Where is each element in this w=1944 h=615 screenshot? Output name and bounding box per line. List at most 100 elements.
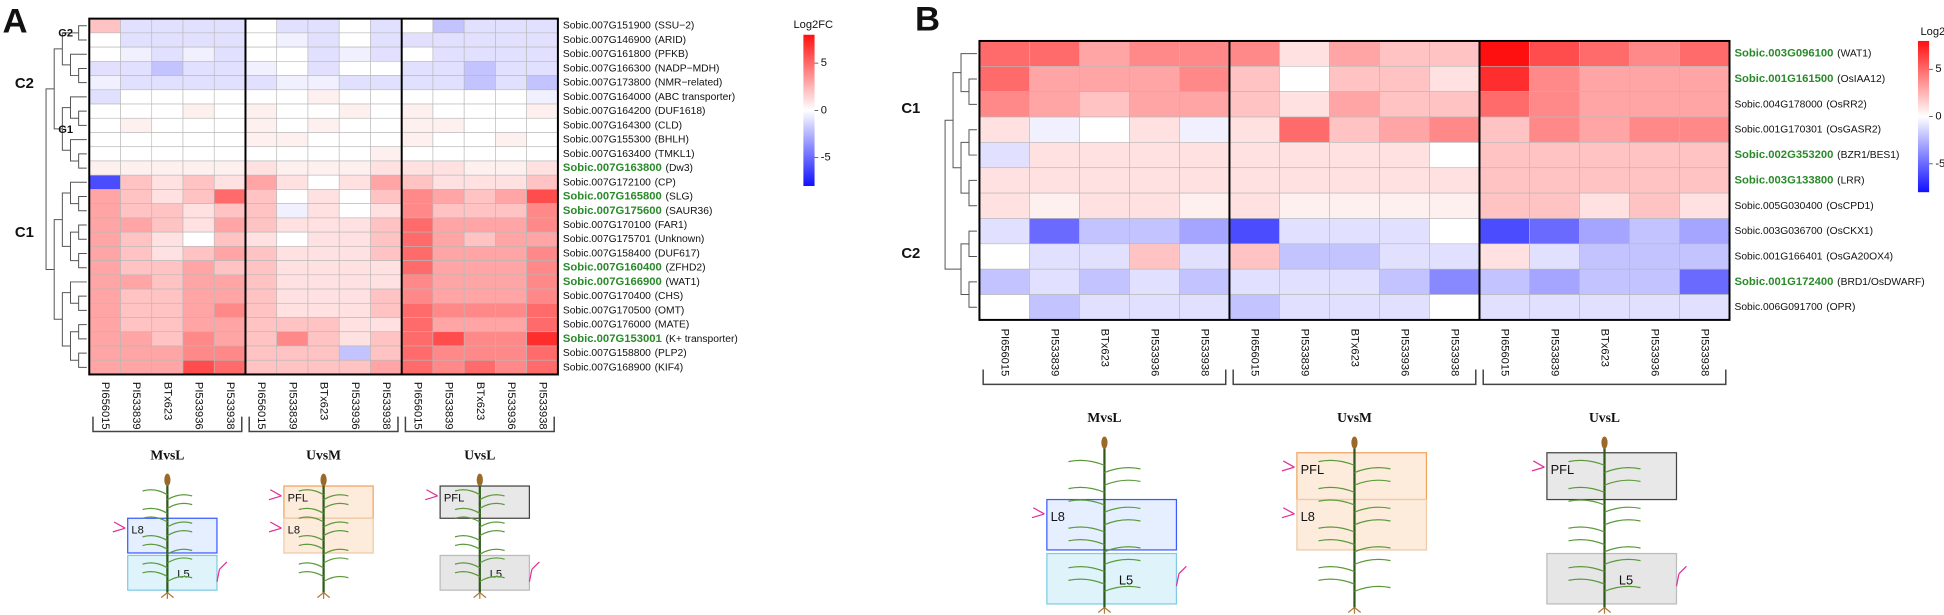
heat-cell bbox=[213, 18, 246, 34]
heat-cell bbox=[370, 359, 403, 375]
heat-cell bbox=[151, 117, 184, 133]
dendrogram-branch bbox=[78, 295, 87, 311]
heat-cell bbox=[276, 331, 309, 347]
plant-leaf bbox=[454, 516, 505, 528]
dendrogram-branch bbox=[78, 252, 87, 269]
dendrogram-branch bbox=[968, 281, 977, 308]
row-label: Sobic.003G036700 (OsCKX1) bbox=[1734, 226, 1873, 237]
gene-note: (OMT) bbox=[655, 305, 685, 316]
heat-cell bbox=[401, 288, 434, 304]
heat-cell bbox=[432, 274, 465, 290]
heat-cell bbox=[276, 61, 309, 76]
gene-id: Sobic.007G175701 bbox=[563, 234, 651, 245]
heat-cell bbox=[463, 359, 496, 375]
dendrogram-branch bbox=[968, 230, 977, 257]
heat-cell bbox=[307, 231, 340, 247]
heat-cell bbox=[463, 231, 496, 247]
heat-cell bbox=[401, 302, 434, 318]
heat-cell bbox=[1279, 243, 1330, 270]
plant-leaf bbox=[142, 489, 193, 501]
heat-cell bbox=[338, 189, 371, 204]
gene-note: (WAT1) bbox=[1837, 48, 1871, 59]
heat-cell bbox=[1579, 65, 1630, 92]
heat-cell bbox=[432, 203, 465, 219]
region-label: PFL bbox=[444, 492, 464, 504]
heat-cell bbox=[213, 217, 246, 233]
heat-cell bbox=[401, 174, 434, 190]
heat-cell bbox=[495, 288, 527, 304]
heat-cell bbox=[120, 89, 153, 105]
heat-cell bbox=[1629, 116, 1680, 143]
heat-cell bbox=[1429, 91, 1480, 118]
heat-cell bbox=[276, 203, 309, 219]
gene-id: Sobic.001G170301 bbox=[1734, 124, 1822, 135]
heat-cell bbox=[1429, 192, 1480, 219]
heat-cell bbox=[1529, 91, 1580, 118]
heat-cell bbox=[276, 117, 309, 133]
gene-id: Sobic.007G158400 bbox=[563, 248, 651, 259]
heat-cell bbox=[151, 132, 184, 148]
heat-cell bbox=[213, 146, 246, 162]
column-label: PI533936 bbox=[1149, 329, 1161, 377]
heat-cell bbox=[432, 331, 465, 347]
heat-cell bbox=[1379, 65, 1430, 92]
heat-cell bbox=[432, 46, 465, 62]
heat-cell bbox=[370, 274, 403, 290]
heat-cell bbox=[463, 331, 496, 347]
heat-cell bbox=[182, 359, 215, 375]
heat-cell bbox=[151, 302, 184, 318]
heat-cell bbox=[213, 61, 246, 76]
gene-id: Sobic.007G163400 bbox=[563, 149, 651, 160]
heat-cell bbox=[182, 288, 215, 304]
plant-leaf bbox=[142, 516, 193, 528]
heat-cell bbox=[1179, 65, 1230, 92]
row-label: Sobic.007G163800 (Dw3) bbox=[563, 162, 693, 174]
heat-cell bbox=[401, 89, 434, 105]
gene-note: (PFKB) bbox=[655, 49, 689, 60]
heatmap-border bbox=[88, 17, 559, 376]
gene-id: Sobic.006G091700 bbox=[1734, 302, 1822, 313]
heat-cell bbox=[213, 160, 246, 176]
plant-leaf bbox=[298, 557, 349, 569]
heat-cell bbox=[1229, 167, 1280, 194]
heat-cell bbox=[1179, 192, 1230, 219]
heat-cell bbox=[495, 317, 527, 333]
heat-cell bbox=[495, 231, 527, 247]
gene-id: Sobic.003G036700 bbox=[1734, 226, 1822, 237]
plant-leaf bbox=[454, 530, 505, 542]
heat-cell bbox=[401, 317, 434, 333]
column-label: PI533839 bbox=[130, 382, 142, 430]
heat-cell bbox=[1229, 65, 1280, 92]
gene-note: (CP) bbox=[655, 177, 676, 188]
heat-cell bbox=[182, 89, 215, 105]
heat-cell bbox=[213, 32, 246, 48]
heat-cell bbox=[370, 260, 403, 276]
heat-cell bbox=[1529, 294, 1580, 321]
plant-leaf bbox=[454, 489, 505, 501]
heat-cell bbox=[88, 317, 121, 333]
heat-cell bbox=[979, 268, 1030, 295]
row-label: Sobic.007G151900 (SSU−2) bbox=[563, 20, 694, 31]
heat-cell bbox=[526, 246, 559, 261]
gene-id: Sobic.007G166300 bbox=[563, 63, 651, 74]
heat-cell bbox=[151, 103, 184, 119]
plant-leaf bbox=[454, 543, 505, 555]
heat-cell bbox=[432, 75, 465, 91]
heat-cell bbox=[213, 345, 246, 361]
row-label: Sobic.007G164000 (ABC transporter) bbox=[563, 92, 735, 103]
column-label: BTx623 bbox=[318, 382, 330, 420]
heat-cell bbox=[526, 359, 559, 375]
heat-cell bbox=[307, 274, 340, 290]
heat-cell bbox=[276, 317, 309, 333]
heat-cell bbox=[370, 146, 403, 162]
colorbar-tick-label: 5 bbox=[821, 57, 827, 69]
heat-cell bbox=[463, 103, 496, 119]
heat-cell bbox=[307, 75, 340, 91]
heat-cell bbox=[495, 89, 527, 105]
heat-cell bbox=[1129, 116, 1180, 143]
plant-leaf bbox=[454, 502, 505, 514]
heat-cell bbox=[213, 132, 246, 148]
row-label: Sobic.007G160400 (ZFHD2) bbox=[563, 262, 706, 274]
heat-cell bbox=[495, 217, 527, 233]
